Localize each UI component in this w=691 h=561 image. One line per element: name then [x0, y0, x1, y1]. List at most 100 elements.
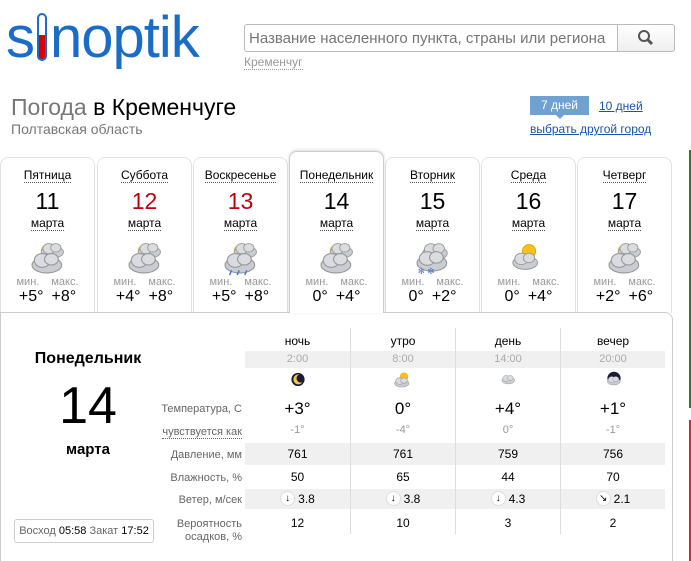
day-name[interactable]: Четверг: [602, 168, 647, 183]
label-feels-like[interactable]: чувствуется как: [162, 426, 242, 439]
day-month[interactable]: марта: [415, 216, 450, 231]
max-temp: +2°: [431, 288, 457, 305]
day-name[interactable]: Суббота: [121, 168, 168, 183]
day-tab-0[interactable]: Пятница 11 марта мин. макс. +5° +8°: [0, 157, 95, 313]
day-name[interactable]: Пятница: [23, 168, 72, 183]
period-time: 8:00: [392, 353, 414, 365]
day-month[interactable]: марта: [319, 216, 354, 231]
choose-other-city-link[interactable]: выбрать другой город: [530, 122, 652, 136]
search-button[interactable]: [617, 24, 675, 52]
day-tab-1[interactable]: Суббота 12 марта мин. макс. +4° +8°: [97, 157, 192, 313]
day-tab-6[interactable]: Четверг 17 марта мин. макс. +2° +6°: [577, 157, 672, 313]
sunrise-time: 05:58: [58, 525, 87, 537]
day-month[interactable]: марта: [223, 216, 258, 231]
max-label: макс.: [244, 276, 272, 288]
min-label: мин.: [209, 276, 233, 288]
period-time: 14:00: [494, 353, 522, 365]
period-column-2: день 14:00 +4° 0° 759 44 ↓ 4.3 3: [455, 328, 560, 534]
sunset-time: 17:52: [121, 525, 149, 537]
tab-10-days[interactable]: 10 дней: [599, 99, 643, 113]
moon-icon: [291, 372, 305, 387]
period-wind: 3.8: [403, 491, 421, 506]
day-month[interactable]: марта: [127, 216, 162, 231]
period-feels: 0°: [502, 424, 514, 436]
min-temp: +4°: [115, 288, 141, 305]
period-humidity: 44: [501, 470, 515, 484]
day-month[interactable]: марта: [607, 216, 642, 231]
period-wind: 4.3: [508, 491, 526, 506]
partly-cloudy-icon: [30, 243, 64, 274]
period-name: ночь: [284, 334, 311, 348]
day-tab-2[interactable]: Воскресенье 13 марта мин. макс. +5° +8°: [193, 157, 288, 313]
day-name[interactable]: Среда: [510, 168, 547, 183]
min-label: мин.: [16, 276, 40, 288]
day-number: 15: [419, 188, 446, 214]
period-humidity: 65: [396, 470, 410, 484]
label-temperature: Температура, С: [161, 403, 242, 415]
period-time: 2:00: [286, 353, 309, 365]
partly-cloudy-icon: [319, 243, 353, 274]
period-pressure: 756: [602, 447, 624, 461]
period-pressure: 761: [287, 447, 308, 461]
min-label: мин.: [305, 276, 329, 288]
moon-cloud-icon: [607, 371, 621, 386]
period-feels: -4°: [395, 424, 411, 436]
period-wind: 3.8: [298, 491, 315, 506]
partly-cloudy-icon: [607, 243, 641, 274]
wind-direction-icon: ↓: [385, 491, 401, 506]
min-label: мин.: [401, 276, 425, 288]
side-accent-green: [689, 150, 691, 408]
max-label: макс.: [532, 276, 560, 288]
search-input[interactable]: [244, 24, 618, 52]
logo[interactable]: s noptik: [6, 5, 200, 70]
day-name[interactable]: Воскресенье: [204, 168, 277, 183]
detail-day-number: 14: [59, 377, 117, 435]
max-temp: +8°: [148, 288, 174, 305]
period-humidity: 50: [290, 470, 305, 484]
period-pressure: 761: [392, 447, 414, 461]
sunrise-label: Восход: [19, 525, 56, 537]
label-precip-line2: осадков, %: [185, 531, 242, 543]
day-number: 13: [227, 188, 254, 214]
max-temp: +8°: [244, 288, 270, 305]
day-name[interactable]: Понедельник: [299, 168, 374, 183]
period-name: вечер: [596, 334, 630, 348]
wind-direction-icon: ↘: [595, 491, 611, 506]
period-precip: 12: [290, 516, 305, 530]
max-temp: +4°: [527, 288, 553, 305]
day-tab-4[interactable]: Вторник 15 марта ✻ ✻ мин. макс. 0° +2°: [385, 157, 480, 313]
max-label: макс.: [340, 276, 368, 288]
sun-cloud-icon: [394, 372, 410, 388]
day-tab-3[interactable]: Понедельник 14 марта мин. макс. 0° +4°: [289, 151, 384, 313]
period-feels: -1°: [290, 424, 305, 436]
day-name[interactable]: Вторник: [410, 168, 455, 183]
label-precip-line1: Вероятность: [176, 518, 242, 530]
label-precipitation: Вероятность осадков, %: [150, 518, 242, 544]
min-temp: 0°: [312, 288, 328, 305]
min-temp: +5°: [211, 288, 237, 305]
day-number: 17: [611, 188, 638, 214]
wind-direction-icon: ↓: [490, 491, 506, 506]
title-prefix: Погода: [11, 94, 87, 120]
period-humidity: 70: [606, 470, 620, 484]
tab-7-days[interactable]: 7 дней: [530, 96, 589, 119]
sunset-label: Закат: [89, 525, 119, 537]
day-month[interactable]: марта: [30, 216, 65, 231]
recent-city-link[interactable]: Кременчуг: [244, 55, 303, 70]
label-wind: Ветер, м/сек: [178, 494, 242, 506]
period-temp: +3°: [284, 399, 311, 418]
day-tab-5[interactable]: Среда 16 марта мин. макс. 0° +4°: [481, 157, 576, 313]
min-temp: 0°: [408, 288, 424, 305]
wind-direction-icon: ↓: [280, 491, 296, 506]
max-label: макс.: [436, 276, 464, 288]
period-precip: 10: [396, 516, 410, 530]
cloud-icon: [501, 375, 515, 385]
max-label: макс.: [51, 276, 79, 288]
label-pressure: Давление, мм: [170, 449, 242, 461]
search-icon: [638, 30, 654, 46]
min-label: мин.: [113, 276, 137, 288]
period-temp: 0°: [394, 399, 412, 418]
region: Полтавская область: [11, 121, 143, 137]
day-month[interactable]: марта: [511, 216, 546, 231]
min-temp: +2°: [595, 288, 621, 305]
